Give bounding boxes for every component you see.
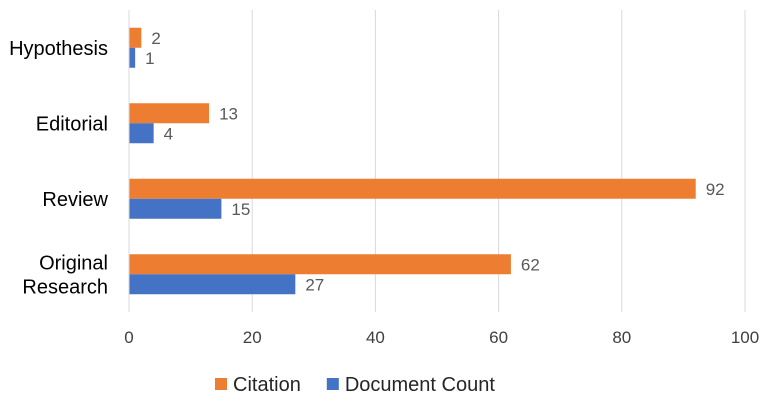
data-label: 92 bbox=[706, 180, 725, 199]
legend-label: Citation bbox=[233, 374, 301, 396]
bar-document-count-editorial bbox=[129, 123, 154, 144]
data-label: 13 bbox=[219, 104, 238, 123]
bar-document-count-review bbox=[129, 198, 222, 219]
bar-citation-editorial bbox=[129, 103, 210, 124]
data-label: 27 bbox=[305, 275, 324, 294]
bar-citation-review bbox=[129, 178, 696, 199]
category-label: Original Research bbox=[22, 252, 108, 298]
data-label: 4 bbox=[164, 124, 173, 143]
category-label: Editorial bbox=[36, 113, 108, 135]
bars bbox=[129, 27, 696, 295]
x-tick-label: 20 bbox=[243, 328, 262, 347]
legend: Citation Document Count bbox=[215, 374, 495, 396]
bar-document-count-original-research bbox=[129, 274, 296, 295]
legend-swatch-document-count bbox=[326, 378, 339, 390]
data-label: 62 bbox=[521, 255, 540, 274]
data-label: 15 bbox=[231, 200, 250, 219]
x-tick-label: 0 bbox=[124, 328, 133, 347]
category-label: Hypothesis bbox=[9, 38, 108, 60]
axes: 0 20 40 60 80 100 Hypothesis Editorial Review Ori… bbox=[9, 10, 759, 347]
x-tick-label: 40 bbox=[366, 328, 385, 347]
bar-document-count-hypothesis bbox=[129, 47, 136, 68]
legend-label: Document Count bbox=[345, 374, 496, 396]
bar-citation-original-research bbox=[129, 254, 511, 275]
data-label: 2 bbox=[151, 29, 160, 48]
x-tick-label: 60 bbox=[489, 328, 508, 347]
x-tick-label: 80 bbox=[612, 328, 631, 347]
x-tick-label: 100 bbox=[731, 328, 759, 347]
bar-citation-hypothesis bbox=[129, 27, 142, 48]
data-labels: 21 13 4 92 15 62 27 bbox=[145, 29, 724, 295]
category-label: Review bbox=[42, 189, 108, 211]
legend-swatch-citation bbox=[215, 378, 227, 390]
data-label: 1 bbox=[145, 49, 154, 68]
